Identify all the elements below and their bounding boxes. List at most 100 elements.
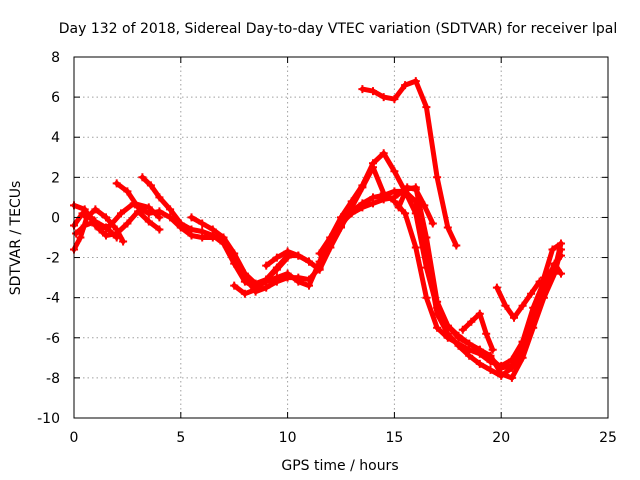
- data-point-marker: [347, 197, 356, 206]
- data-point-marker: [557, 239, 565, 248]
- data-point-marker: [326, 243, 335, 252]
- data-point-marker: [347, 209, 356, 218]
- data-point-marker: [208, 225, 217, 234]
- data-point-marker: [166, 205, 175, 214]
- y-tick-label: 0: [51, 210, 60, 226]
- data-point-marker: [403, 183, 412, 192]
- y-tick-label: 4: [51, 130, 60, 146]
- data-point-marker: [390, 193, 399, 202]
- data-point-marker: [390, 95, 399, 104]
- data-point-marker: [390, 167, 399, 176]
- data-point-marker: [78, 209, 87, 218]
- data-point-marker: [112, 233, 121, 242]
- data-point-marker: [454, 333, 463, 342]
- data-point-marker: [539, 273, 548, 282]
- data-point-marker: [507, 361, 516, 370]
- series-sat-11: [358, 77, 461, 250]
- data-point-marker: [272, 273, 281, 282]
- data-point-marker: [518, 301, 527, 310]
- data-point-marker: [379, 93, 388, 102]
- data-point-marker: [72, 229, 81, 238]
- data-point-marker: [394, 203, 403, 212]
- data-point-marker: [369, 87, 377, 96]
- series-line: [139, 150, 564, 381]
- data-point-marker: [95, 225, 104, 234]
- data-point-marker: [198, 219, 207, 228]
- x-tick-labels: 0 5 10 15 20 25: [70, 430, 617, 446]
- data-point-marker: [411, 77, 420, 86]
- data-point-marker: [219, 233, 228, 242]
- data-point-marker: [117, 209, 125, 218]
- data-point-marker: [486, 353, 495, 362]
- data-point-marker: [326, 233, 335, 242]
- data-point-marker: [422, 233, 431, 242]
- data-point-marker: [240, 269, 249, 278]
- data-point-marker: [262, 261, 271, 270]
- data-point-marker: [155, 207, 164, 216]
- data-point-marker: [176, 219, 185, 228]
- series-sat-10: [315, 183, 565, 372]
- data-point-marker: [102, 223, 110, 232]
- data-point-marker: [230, 281, 239, 290]
- data-point-marker: [91, 217, 100, 226]
- data-point-marker: [337, 219, 345, 228]
- y-tick-label: -6: [46, 331, 60, 347]
- data-point-marker: [123, 219, 132, 228]
- series-sat-12: [394, 183, 437, 228]
- data-point-marker: [492, 283, 501, 292]
- data-point-marker: [283, 269, 292, 278]
- data-point-marker: [91, 205, 100, 214]
- series-line: [494, 279, 543, 321]
- y-tick-label: -10: [37, 411, 60, 427]
- data-point-marker: [119, 237, 128, 246]
- y-tick-label: -4: [46, 291, 60, 307]
- chart-grid: [74, 57, 608, 418]
- data-point-marker: [87, 213, 96, 222]
- data-point-marker: [272, 263, 281, 272]
- data-point-marker: [369, 199, 377, 208]
- data-point-marker: [507, 373, 516, 382]
- data-point-marker: [134, 203, 143, 212]
- series-sat-9: [262, 247, 324, 274]
- data-point-marker: [305, 281, 313, 290]
- data-point-marker: [486, 365, 495, 374]
- data-point-marker: [557, 269, 565, 278]
- x-axis-label: GPS time / hours: [281, 458, 398, 474]
- data-point-marker: [198, 227, 207, 236]
- data-point-marker: [433, 297, 442, 306]
- data-point-marker: [102, 213, 110, 222]
- data-point-marker: [358, 203, 367, 212]
- data-point-marker: [401, 81, 410, 90]
- data-point-marker: [433, 323, 442, 332]
- data-point-marker: [155, 193, 164, 202]
- data-point-marker: [76, 233, 85, 242]
- data-point-marker: [467, 317, 476, 326]
- data-point-marker: [411, 243, 420, 252]
- series-sat-15: [531, 239, 565, 318]
- data-point-marker: [452, 241, 461, 250]
- data-point-marker: [497, 363, 506, 372]
- series-sat-13: [492, 277, 544, 322]
- data-point-marker: [454, 341, 463, 350]
- y-tick-label: -8: [46, 371, 60, 387]
- data-point-marker: [112, 179, 121, 188]
- axis-ticks: [73, 56, 609, 419]
- x-tick-label: 0: [70, 430, 79, 446]
- data-point-marker: [379, 149, 388, 158]
- data-point-marker: [80, 221, 89, 230]
- x-tick-label: 25: [599, 430, 617, 446]
- data-point-marker: [240, 289, 249, 298]
- data-point-marker: [475, 345, 484, 354]
- data-point-marker: [488, 345, 497, 354]
- data-point-marker: [379, 195, 388, 204]
- data-point-marker: [411, 185, 420, 194]
- x-tick-label: 10: [279, 430, 297, 446]
- series-line: [359, 78, 459, 248]
- data-point-marker: [465, 339, 474, 348]
- series-line: [263, 249, 323, 273]
- data-point-marker: [283, 247, 292, 256]
- data-point-marker: [501, 301, 510, 310]
- plot-frame: [73, 56, 609, 419]
- data-point-marker: [420, 201, 429, 210]
